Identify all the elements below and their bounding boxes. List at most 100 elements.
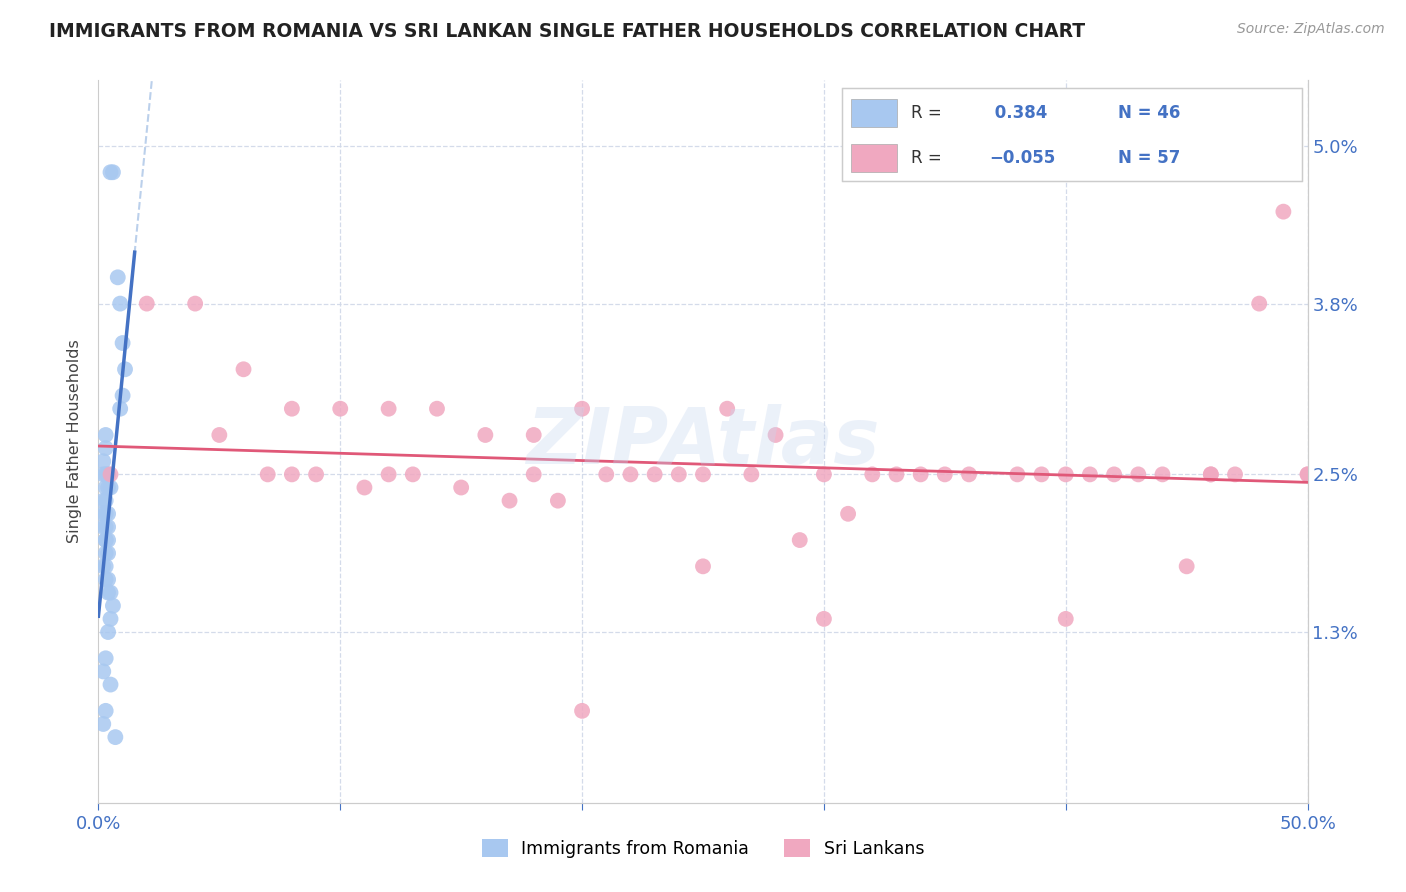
Point xyxy=(100,481,122,495)
Point xyxy=(97,546,120,560)
Point xyxy=(91,559,114,574)
Point xyxy=(595,467,617,482)
Point xyxy=(94,533,117,547)
Point xyxy=(104,730,127,744)
Point xyxy=(91,493,114,508)
Point xyxy=(305,467,328,482)
Point xyxy=(91,665,114,679)
Point xyxy=(101,165,124,179)
Point xyxy=(934,467,956,482)
Point xyxy=(716,401,738,416)
Point xyxy=(256,467,278,482)
Point xyxy=(886,467,908,482)
Point xyxy=(184,296,207,310)
Point xyxy=(860,467,883,482)
Point xyxy=(789,533,811,547)
Point xyxy=(100,612,122,626)
Point xyxy=(111,388,134,402)
Point xyxy=(208,428,231,442)
Point xyxy=(571,704,593,718)
Point xyxy=(1031,467,1053,482)
Point xyxy=(91,520,114,534)
Point xyxy=(94,507,117,521)
Point xyxy=(1272,204,1295,219)
Point xyxy=(692,467,714,482)
Point xyxy=(94,493,117,508)
Point xyxy=(100,585,122,599)
Point xyxy=(957,467,980,482)
Point xyxy=(547,493,569,508)
Point xyxy=(97,573,120,587)
Point xyxy=(97,520,120,534)
Point xyxy=(813,467,835,482)
Point xyxy=(94,704,117,718)
Point xyxy=(1249,296,1271,310)
Point xyxy=(94,481,117,495)
Point xyxy=(281,401,304,416)
Point xyxy=(107,270,129,285)
Point xyxy=(1296,467,1319,482)
Point xyxy=(101,599,124,613)
Point xyxy=(91,717,114,731)
Point xyxy=(97,481,120,495)
Point xyxy=(281,467,304,482)
Point xyxy=(94,573,117,587)
Point xyxy=(97,467,120,482)
Point xyxy=(97,533,120,547)
Point xyxy=(402,467,425,482)
Point xyxy=(1175,559,1198,574)
Point xyxy=(94,559,117,574)
Point xyxy=(498,493,520,508)
Point xyxy=(1199,467,1222,482)
Point xyxy=(114,362,136,376)
Point xyxy=(450,481,472,495)
Point xyxy=(426,401,449,416)
Point xyxy=(1054,612,1077,626)
Point xyxy=(91,507,114,521)
Point xyxy=(1007,467,1029,482)
Point xyxy=(668,467,690,482)
Point xyxy=(1054,467,1077,482)
Y-axis label: Single Father Households: Single Father Households xyxy=(67,340,83,543)
Point xyxy=(108,296,131,310)
Point xyxy=(377,467,399,482)
Point xyxy=(94,467,117,482)
Point xyxy=(94,520,117,534)
Point xyxy=(91,454,114,468)
Point xyxy=(910,467,932,482)
Point xyxy=(692,559,714,574)
Point xyxy=(1152,467,1174,482)
Text: Source: ZipAtlas.com: Source: ZipAtlas.com xyxy=(1237,22,1385,37)
Text: ZIPAtlas: ZIPAtlas xyxy=(526,403,880,480)
Point xyxy=(94,651,117,665)
Legend: Immigrants from Romania, Sri Lankans: Immigrants from Romania, Sri Lankans xyxy=(472,830,934,866)
Point xyxy=(377,401,399,416)
Point xyxy=(97,585,120,599)
Point xyxy=(740,467,762,482)
Point xyxy=(97,467,120,482)
Point xyxy=(97,507,120,521)
Point xyxy=(94,441,117,455)
Point xyxy=(1296,467,1319,482)
Point xyxy=(765,428,787,442)
Point xyxy=(813,612,835,626)
Point xyxy=(329,401,352,416)
Point xyxy=(644,467,666,482)
Point xyxy=(108,401,131,416)
Point xyxy=(232,362,254,376)
Point xyxy=(111,336,134,351)
Point xyxy=(91,467,114,482)
Point xyxy=(1102,467,1125,482)
Point xyxy=(1128,467,1150,482)
Point xyxy=(1223,467,1246,482)
Point xyxy=(94,428,117,442)
Point xyxy=(474,428,496,442)
Point xyxy=(94,533,117,547)
Point xyxy=(100,165,122,179)
Point xyxy=(94,546,117,560)
Point xyxy=(619,467,641,482)
Text: IMMIGRANTS FROM ROMANIA VS SRI LANKAN SINGLE FATHER HOUSEHOLDS CORRELATION CHART: IMMIGRANTS FROM ROMANIA VS SRI LANKAN SI… xyxy=(49,22,1085,41)
Point xyxy=(1199,467,1222,482)
Point xyxy=(571,401,593,416)
Point xyxy=(135,296,157,310)
